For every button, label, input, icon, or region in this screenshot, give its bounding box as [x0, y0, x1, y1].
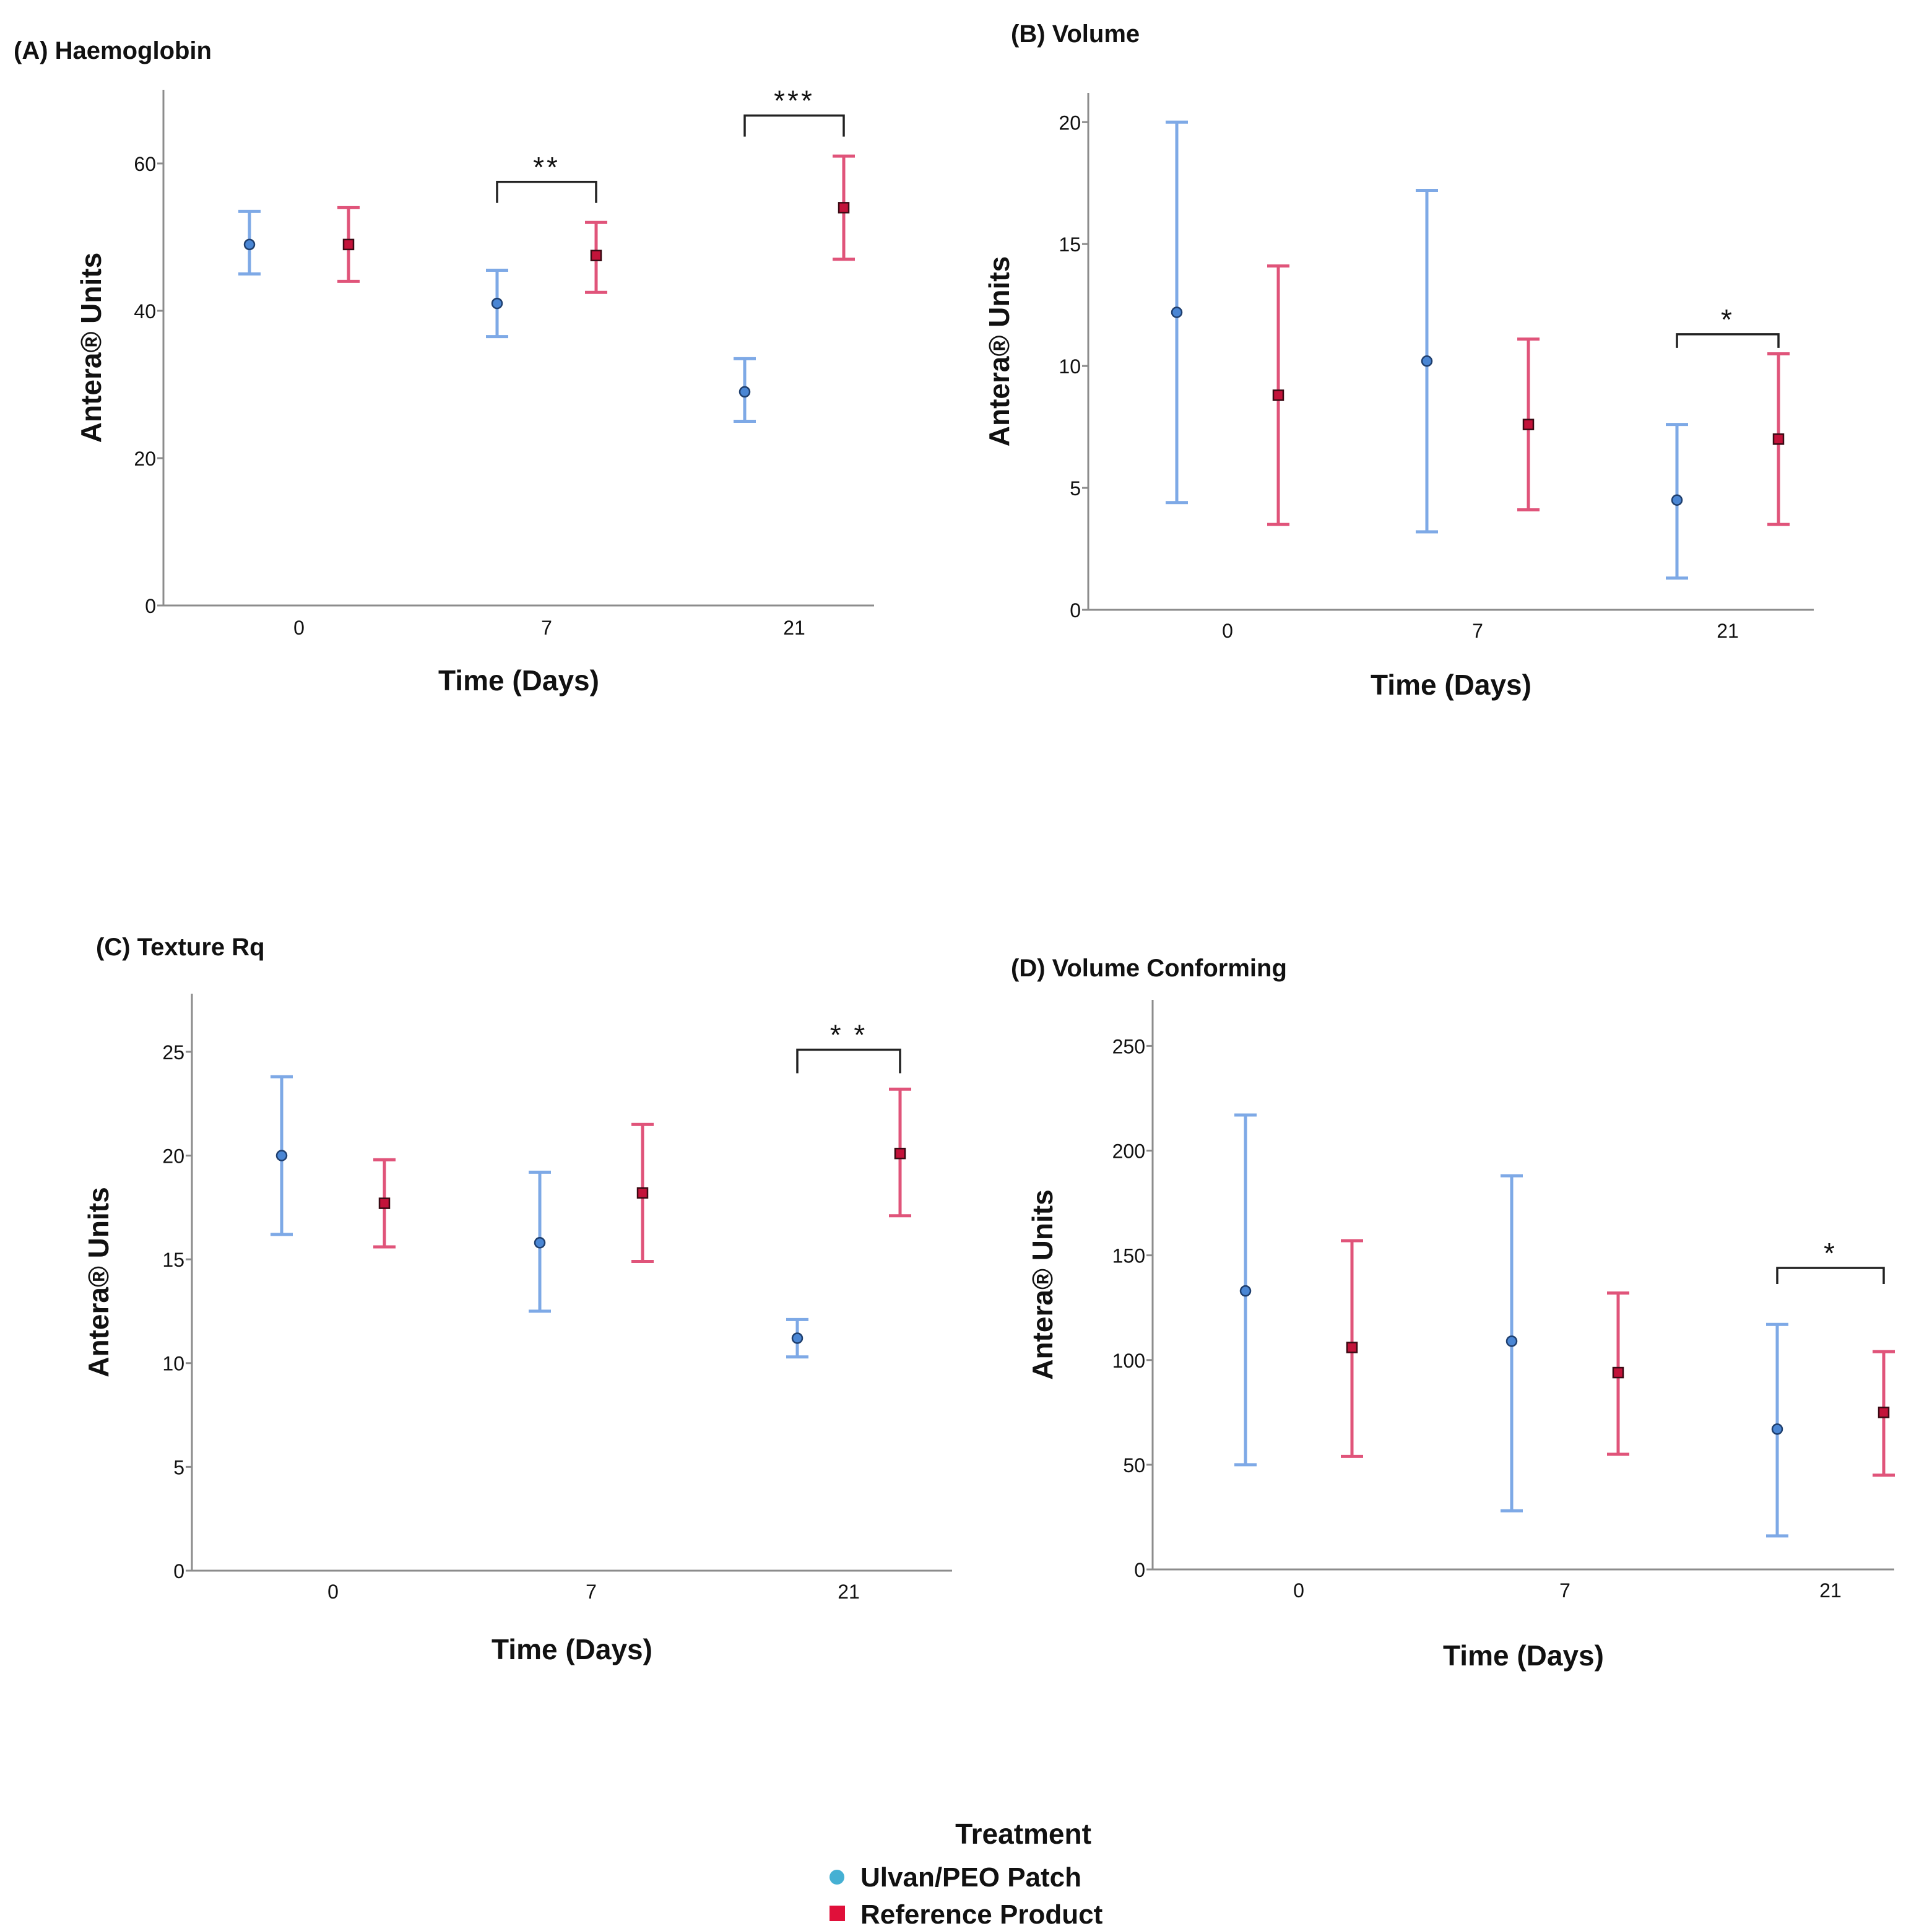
y-axis-label: Antera® Units: [1026, 1189, 1059, 1379]
y-tick-label: 40: [134, 300, 156, 323]
legend-item-label: Reference Product: [860, 1899, 1103, 1930]
x-tick-label: 0: [293, 617, 305, 639]
data-point-reference: [1878, 1407, 1890, 1418]
data-point-reference: [894, 1147, 906, 1160]
y-axis-label: Antera® Units: [75, 253, 107, 443]
significance-bracket: [743, 114, 845, 137]
legend-marker-ulvan: [830, 1870, 844, 1885]
data-point-reference: [1522, 419, 1535, 430]
y-tick-label: 250: [1112, 1035, 1145, 1057]
y-tick-label: 0: [145, 595, 156, 617]
x-tick-label: 7: [1472, 620, 1483, 642]
x-tick-label: 21: [783, 617, 805, 639]
y-tick-label: 100: [1112, 1350, 1145, 1372]
y-tick-label: 0: [173, 1560, 184, 1582]
chart-panel-a: (A) Haemoglobin 0 20 40 60 0 7 21 Time (Days) Ant…: [14, 37, 874, 696]
y-tick-label: 20: [134, 448, 156, 470]
data-point-reference: [1772, 433, 1785, 445]
x-tick-label: 21: [1819, 1579, 1842, 1602]
data-point-reference: [1612, 1366, 1624, 1379]
y-tick-label: 20: [1059, 111, 1081, 134]
panel-title: (D) Volume Conforming: [1011, 955, 1287, 982]
significance-stars: * *: [830, 1019, 868, 1051]
y-tick-label: 60: [134, 153, 156, 175]
x-tick-label: 21: [838, 1581, 860, 1603]
y-tick-label: 200: [1112, 1140, 1145, 1163]
x-tick-label: 7: [586, 1581, 597, 1603]
data-point-ulvan: [1505, 1335, 1518, 1347]
x-tick-label: 7: [541, 617, 552, 639]
significance-bracket: [1776, 1267, 1885, 1284]
data-point-reference: [1346, 1342, 1358, 1353]
panel-title: (A) Haemoglobin: [14, 37, 212, 64]
y-axis-label: Antera® Units: [82, 1187, 115, 1377]
x-axis-label: Time (Days): [438, 664, 599, 696]
x-tick-label: 0: [327, 1581, 339, 1603]
legend-item-label: Ulvan/PEO Patch: [860, 1862, 1081, 1893]
x-axis-label: Time (Days): [492, 1633, 652, 1665]
y-tick-label: 5: [173, 1456, 184, 1478]
significance-bracket: [496, 181, 597, 203]
data-point-reference: [838, 202, 850, 214]
significance-bracket: [1676, 333, 1780, 348]
y-tick-label: 15: [162, 1249, 184, 1271]
x-tick-label: 0: [1293, 1579, 1304, 1602]
y-axis-label: Antera® Units: [983, 256, 1015, 446]
x-tick-label: 21: [1717, 620, 1739, 642]
x-tick-label: 7: [1559, 1579, 1570, 1602]
x-axis-label: Time (Days): [1371, 669, 1531, 701]
data-point-reference: [1272, 389, 1284, 401]
data-point-ulvan: [1239, 1285, 1252, 1297]
data-point-reference: [636, 1187, 649, 1199]
data-point-ulvan: [1421, 355, 1433, 367]
data-point-ulvan: [243, 238, 256, 251]
significance-bracket: [796, 1048, 901, 1074]
legend: Treatment Ulvan/PEO Patch Reference Produc…: [830, 1818, 1103, 1930]
y-tick-label: 25: [162, 1041, 184, 1064]
chart-panel-b: (B) Volume 0 5 10 15 20 0 7 21 Time (Days) Antera®…: [983, 20, 1814, 701]
data-point-reference: [378, 1197, 391, 1209]
data-point-ulvan: [1171, 306, 1183, 318]
data-point-ulvan: [534, 1237, 546, 1249]
x-axis-label: Time (Days): [1443, 1639, 1604, 1672]
data-point-reference: [342, 238, 355, 251]
legend-marker-reference: [830, 1906, 845, 1921]
y-tick-label: 150: [1112, 1245, 1145, 1267]
y-tick-label: 10: [1059, 355, 1081, 378]
y-tick-label: 10: [162, 1353, 184, 1375]
legend-title: Treatment: [955, 1818, 1091, 1850]
panel-title: (C) Texture Rq: [96, 934, 265, 961]
data-point-ulvan: [1771, 1423, 1783, 1435]
data-point-ulvan: [275, 1150, 288, 1161]
data-point-ulvan: [739, 386, 751, 398]
significance-stars: *: [1824, 1237, 1837, 1269]
significance-stars: *: [1721, 303, 1735, 336]
x-tick-label: 0: [1222, 620, 1233, 642]
data-point-reference: [590, 250, 602, 261]
significance-stars: ***: [774, 85, 815, 117]
y-tick-label: 20: [162, 1145, 184, 1167]
y-tick-label: 0: [1070, 599, 1081, 622]
significance-stars: **: [533, 151, 560, 183]
y-tick-label: 15: [1059, 233, 1081, 256]
y-tick-label: 50: [1123, 1454, 1145, 1477]
data-point-ulvan: [491, 297, 503, 310]
panel-title: (B) Volume: [1011, 20, 1140, 48]
data-point-ulvan: [791, 1332, 804, 1344]
chart-panel-c: (C) Texture Rq 0 5 10 15 20 25 0 7 21 Time (Days) A…: [82, 934, 952, 1665]
y-tick-label: 0: [1134, 1559, 1145, 1581]
data-point-ulvan: [1671, 494, 1683, 506]
chart-panel-d: (D) Volume Conforming 0 50 100 150 200 250 0 7 21…: [1011, 955, 1895, 1672]
y-tick-label: 5: [1070, 477, 1081, 500]
